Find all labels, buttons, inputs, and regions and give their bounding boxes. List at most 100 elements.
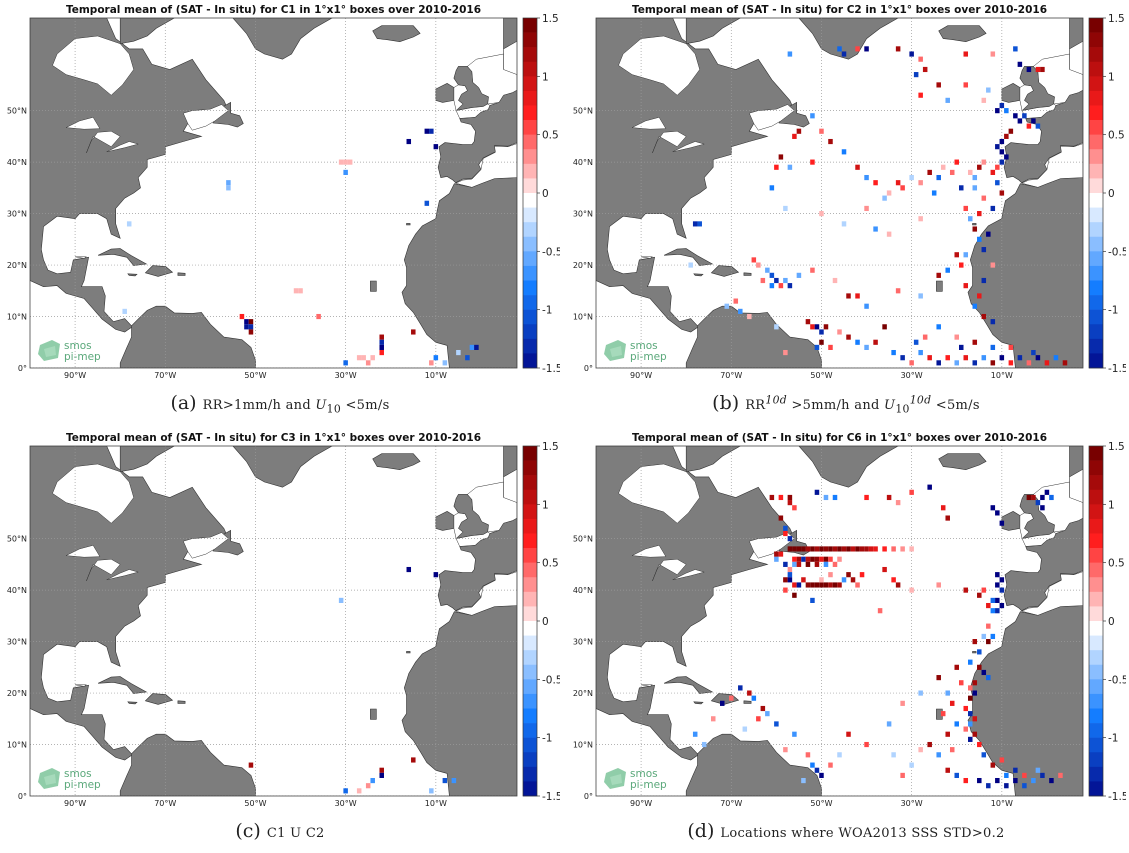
data-cell (796, 546, 802, 552)
data-cell (774, 721, 779, 727)
data-cell (343, 788, 348, 794)
data-cell (882, 195, 887, 201)
data-cell (801, 577, 806, 583)
data-cell (945, 690, 950, 696)
data-cell (792, 546, 797, 552)
colorbar-tick-label: -1 (542, 305, 552, 317)
colorbar-segment (523, 489, 537, 505)
data-cell (801, 777, 806, 784)
data-cell (1040, 505, 1045, 511)
data-cell (1013, 113, 1018, 119)
data-cell (760, 705, 766, 712)
land-cape-verde (370, 280, 377, 292)
map-chart-svg: Temporal mean of (SAT - In situ) for C6 … (573, 432, 1126, 808)
colorbar-segment (1089, 149, 1103, 165)
data-cell (859, 572, 865, 578)
data-cell (959, 262, 964, 268)
data-cell (977, 164, 982, 170)
data-cell (810, 762, 815, 768)
colorbar-tick-label: 1.5 (542, 441, 559, 453)
data-cell (805, 561, 811, 567)
data-cell (701, 741, 707, 748)
data-cell (248, 329, 254, 335)
data-cell (1049, 494, 1054, 501)
data-cell (846, 334, 851, 340)
data-cell (968, 695, 973, 701)
colorbar-tick-label: 1 (1108, 499, 1115, 511)
land-iceland (938, 453, 987, 471)
data-cell (379, 334, 384, 340)
data-cell (837, 46, 842, 52)
chart-title: Temporal mean of (SAT - In situ) for C6 … (632, 432, 1047, 444)
colorbar-segment (523, 621, 537, 636)
colorbar-segment (1089, 548, 1103, 563)
land-africa (401, 177, 517, 368)
data-cell (968, 711, 973, 717)
data-cell (778, 515, 784, 521)
land-south-america (685, 733, 822, 796)
data-cell (406, 566, 412, 573)
data-cell (972, 690, 978, 696)
data-cell (248, 319, 254, 325)
data-cell (823, 546, 829, 552)
data-cell (379, 339, 384, 345)
data-cell (981, 247, 987, 253)
data-cell (886, 190, 892, 196)
data-cell (882, 566, 887, 573)
data-cell (986, 623, 991, 629)
data-cell (846, 546, 851, 552)
data-cell (886, 231, 892, 237)
data-cell (999, 355, 1005, 361)
data-cell (954, 721, 959, 727)
data-cell (692, 731, 698, 737)
data-cell (828, 762, 833, 768)
colorbar-segment (523, 265, 537, 281)
data-cell (986, 783, 991, 789)
water-gulf-st-lawrence (182, 104, 229, 131)
data-cell (738, 685, 743, 691)
colorbar-segment (1089, 518, 1103, 534)
data-cell (819, 546, 824, 552)
water-hudson-bay (618, 463, 700, 524)
data-cell (855, 293, 860, 299)
data-cell (981, 633, 987, 640)
colorbar-segment (1089, 679, 1103, 695)
data-cell (977, 649, 982, 655)
data-cell (891, 349, 896, 356)
data-cell (823, 494, 829, 501)
data-cell (429, 360, 434, 366)
data-cell (981, 752, 987, 758)
data-cell (778, 551, 784, 557)
colorbar-segment (1089, 489, 1103, 505)
data-cell (936, 752, 941, 758)
data-cell (365, 360, 371, 366)
data-cell (999, 520, 1005, 526)
caption-text: RR>1mm/h and U10 <5m/s (202, 398, 390, 416)
data-cell (954, 159, 959, 165)
x-tick-label: 50°W (810, 371, 832, 380)
data-cell (365, 783, 371, 789)
data-cell (810, 582, 815, 588)
colorbar-segment (523, 134, 537, 150)
land-jamaica (127, 273, 138, 277)
data-cell (370, 777, 375, 784)
data-cell (1035, 355, 1041, 361)
data-cell (1013, 767, 1018, 773)
data-cell (990, 633, 996, 640)
logo-mark-inner (44, 346, 56, 357)
data-cell (1026, 123, 1032, 129)
data-cell (774, 556, 779, 562)
y-tick-label: 30°N (7, 638, 27, 647)
land-greenland (232, 446, 333, 488)
water-lake-erie-ontario (672, 569, 706, 581)
data-cell (1022, 783, 1027, 789)
x-tick-label: 70°W (154, 799, 176, 808)
data-cell (968, 685, 973, 691)
y-tick-label: 0° (584, 364, 593, 373)
data-cell (918, 690, 923, 696)
colorbar-tick-label: 1.5 (1108, 441, 1125, 453)
data-cell (972, 303, 978, 309)
caption-label: (b) (712, 392, 740, 414)
x-tick-label: 90°W (630, 371, 652, 380)
colorbar-tick-label: 0 (1108, 616, 1115, 628)
